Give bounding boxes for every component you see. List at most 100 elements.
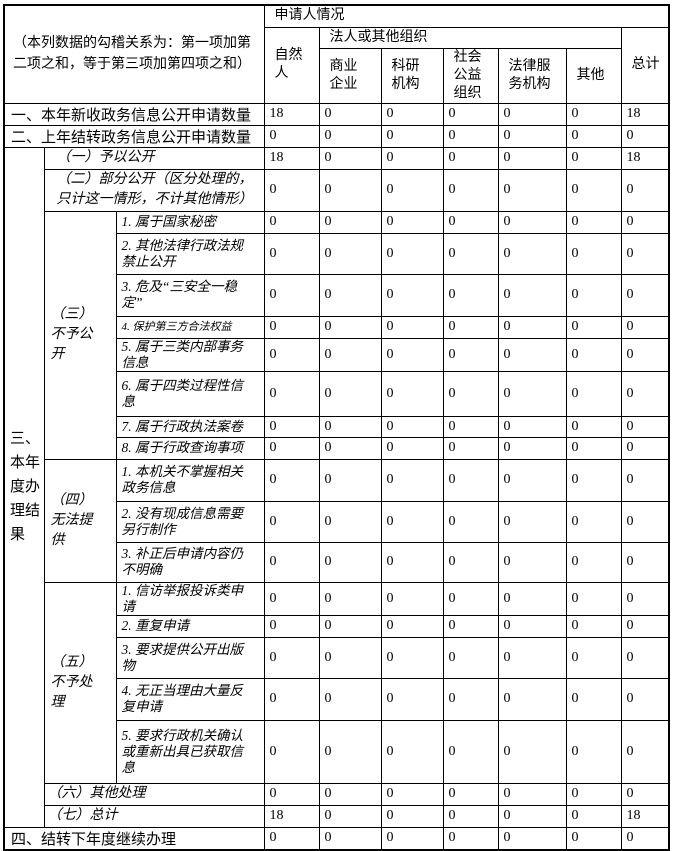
col-header-business: 商业企业 [318, 47, 382, 104]
value-cell: 0 [380, 232, 444, 275]
value-cell: 0 [565, 232, 622, 275]
value-cell: 0 [442, 782, 499, 806]
value-cell: 0 [318, 826, 382, 850]
col-header-natural-person: 自然人 [263, 26, 320, 104]
value-cell: 0 [497, 232, 567, 275]
value-cell: 0 [620, 719, 670, 784]
value-cell: 0 [442, 124, 499, 148]
row-label: （六）其他处理 [43, 782, 265, 806]
table-row: （五）不予处理 1. 信访举报投诉类申请 0 0 0 0 0 0 0 [4, 581, 670, 784]
col-header-research: 科研机构 [380, 47, 444, 104]
value-cell: 0 [620, 315, 670, 339]
table-row: 4. 保护第三方合法权益 0 0 0 0 0 0 0 [4, 315, 670, 339]
value-cell: 0 [380, 337, 444, 372]
row-label: 2. 没有现成信息需要另行制作 [115, 500, 265, 543]
group-label-unable-to-provide: （四）无法提供 [43, 458, 117, 583]
value-cell: 0 [318, 168, 382, 212]
value-cell: 0 [263, 232, 320, 275]
value-cell: 0 [497, 124, 567, 148]
value-cell: 0 [442, 273, 499, 317]
value-cell: 0 [442, 436, 499, 460]
col-header-social-welfare: 社会公益组织 [442, 47, 499, 104]
value-cell: 18 [263, 804, 320, 828]
value-cell: 0 [318, 102, 382, 126]
col-header-other-label: 其他 [576, 67, 605, 83]
value-cell: 0 [442, 677, 499, 721]
value-cell: 0 [497, 458, 567, 502]
col-header-legal-service: 法律服务机构 [497, 47, 567, 104]
value-cell: 0 [620, 500, 670, 543]
value-cell: 0 [620, 636, 670, 679]
value-cell: 18 [620, 804, 670, 828]
value-cell: 0 [380, 458, 444, 502]
row-label: 4. 保护第三方合法权益 [115, 315, 265, 339]
value-cell: 0 [442, 458, 499, 502]
row-label: 4. 无正当理由大量反复申请 [115, 677, 265, 721]
value-cell: 0 [497, 146, 567, 170]
value-cell: 0 [442, 636, 499, 679]
value-cell: 0 [318, 677, 382, 721]
col-header-research-label: 科研机构 [391, 58, 420, 92]
value-cell: 0 [565, 273, 622, 317]
value-cell: 0 [380, 541, 444, 583]
value-cell: 0 [497, 337, 567, 372]
value-cell: 0 [263, 500, 320, 543]
value-cell: 0 [565, 168, 622, 212]
value-cell: 0 [620, 370, 670, 417]
value-cell: 0 [263, 636, 320, 679]
value-cell: 0 [565, 614, 622, 638]
row-label: （七）总计 [43, 804, 265, 828]
col-header-natural-person-label: 自然人 [274, 48, 303, 81]
value-cell: 0 [318, 436, 382, 460]
value-cell: 0 [318, 581, 382, 616]
value-cell: 0 [442, 826, 499, 850]
value-cell: 0 [442, 581, 499, 616]
value-cell: 0 [497, 273, 567, 317]
value-cell: 0 [442, 146, 499, 170]
row-label: 7. 属于行政执法案卷 [115, 415, 265, 438]
value-cell: 0 [263, 436, 320, 460]
value-cell: 0 [620, 458, 670, 502]
value-cell: 0 [263, 458, 320, 502]
value-cell: 0 [565, 458, 622, 502]
value-cell: 0 [497, 370, 567, 417]
group-label-not-processed: （五）不予处理 [43, 581, 117, 784]
table-row: 6. 属于四类过程性信息 0 0 0 0 0 0 0 [4, 370, 670, 417]
value-cell: 0 [442, 500, 499, 543]
value-cell: 0 [497, 436, 567, 460]
value-cell: 0 [380, 415, 444, 438]
value-cell: 0 [620, 210, 670, 234]
value-cell: 0 [620, 232, 670, 275]
value-cell: 0 [318, 337, 382, 372]
value-cell: 0 [497, 719, 567, 784]
disclosure-statistics-table: （本列数据的勾稽关系为：第一项加第二项之和，等于第三项加第四项之和） 申请人情况… [3, 4, 671, 851]
value-cell: 0 [263, 614, 320, 638]
row-label: 3. 要求提供公开出版物 [115, 636, 265, 679]
col-header-legal-org-group: 法人或其他组织 [318, 26, 622, 49]
value-cell: 0 [380, 146, 444, 170]
value-cell: 0 [620, 273, 670, 317]
value-cell: 0 [263, 826, 320, 850]
row-label: 1. 信访举报投诉类申请 [115, 581, 265, 616]
value-cell: 0 [380, 102, 444, 126]
value-cell: 0 [380, 436, 444, 460]
value-cell: 0 [380, 826, 444, 850]
value-cell: 0 [442, 337, 499, 372]
value-cell: 0 [565, 210, 622, 234]
value-cell: 0 [318, 719, 382, 784]
value-cell: 0 [620, 168, 670, 212]
value-cell: 0 [318, 146, 382, 170]
row-label: （二）部分公开（区分处理的，只计这一情形，不计其他情形） [43, 168, 265, 212]
row-label: 1. 本机关不掌握相关政务信息 [115, 458, 265, 502]
value-cell: 0 [497, 636, 567, 679]
value-cell: 0 [318, 458, 382, 502]
table-row: 3. 危及“三安全一稳定” 0 0 0 0 0 0 0 [4, 273, 670, 317]
value-cell: 0 [565, 782, 622, 806]
value-cell: 0 [497, 677, 567, 721]
table-row: 3. 要求提供公开出版物 0 0 0 0 0 0 0 [4, 636, 670, 679]
row-label: 6. 属于四类过程性信息 [115, 370, 265, 417]
value-cell: 0 [442, 370, 499, 417]
value-cell: 0 [565, 415, 622, 438]
value-cell: 0 [565, 124, 622, 148]
